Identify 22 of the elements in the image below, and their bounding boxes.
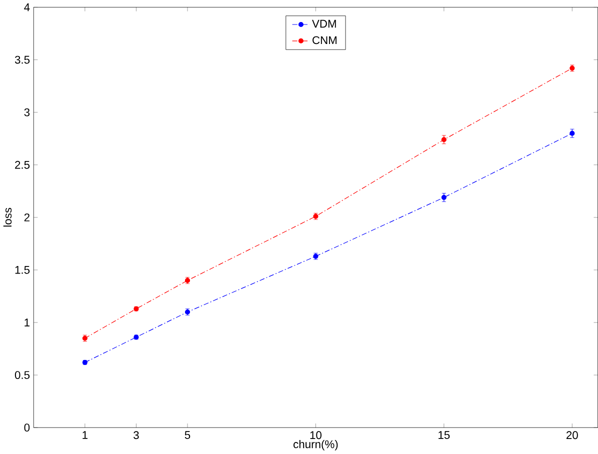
legend-label: VDM xyxy=(312,20,336,28)
y-tick-label: 3 xyxy=(24,108,30,116)
x-tick-label: 20 xyxy=(566,431,578,440)
y-tick-label: 3.5 xyxy=(14,56,30,64)
y-axis-title: loss xyxy=(3,208,12,227)
y-tick-label: 1 xyxy=(24,318,30,326)
y-tick-label: 4 xyxy=(24,3,30,12)
point xyxy=(441,195,446,200)
x-tick-label: 1 xyxy=(82,431,88,439)
x-tick-label: 5 xyxy=(184,431,190,440)
y-tick-label: 1.5 xyxy=(15,266,30,274)
x-tick-label: 10 xyxy=(310,431,322,440)
y-tick-label: 0 xyxy=(24,424,30,432)
legend-label: CNM xyxy=(312,36,336,44)
point xyxy=(570,130,575,136)
x-tick-label: 15 xyxy=(438,431,450,440)
x-tick-label: 3 xyxy=(134,431,139,440)
y-tick-label: 0.5 xyxy=(14,371,30,380)
y-tick-label: 2 xyxy=(24,214,30,222)
y-tick-label: 2.5 xyxy=(15,161,30,169)
x-axis-title: churn(%) xyxy=(294,440,338,450)
point xyxy=(441,137,446,142)
